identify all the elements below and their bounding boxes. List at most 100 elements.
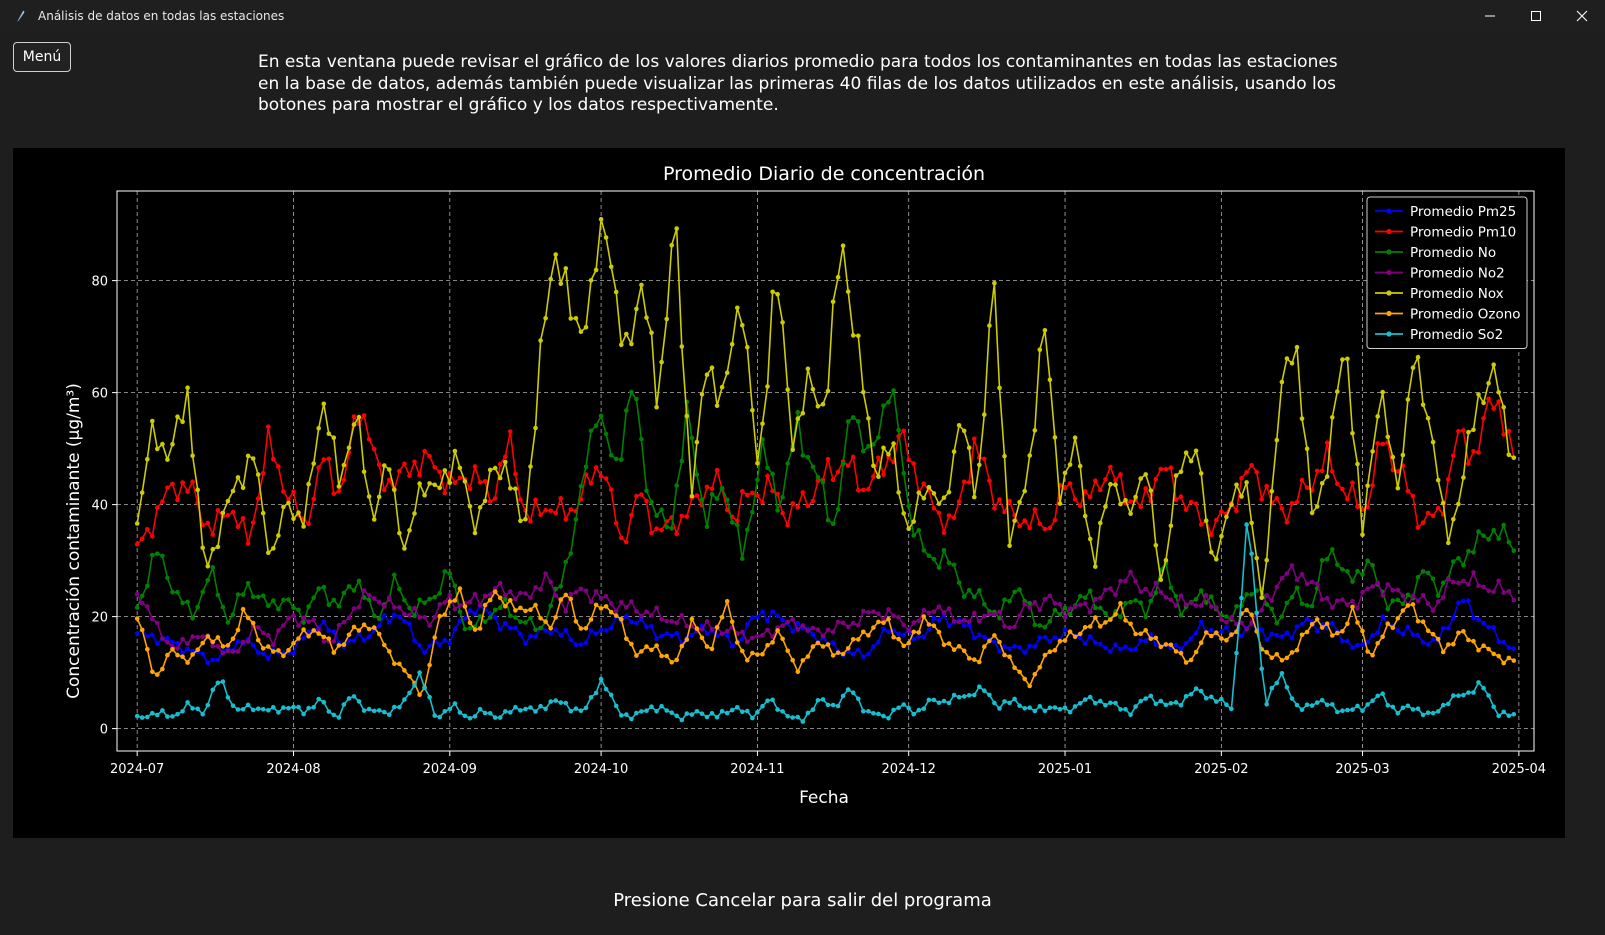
data-point — [603, 686, 609, 692]
data-point — [1082, 641, 1088, 646]
data-point — [921, 706, 927, 711]
legend-label: Promedio Pm25 — [1410, 204, 1516, 220]
data-point — [886, 455, 891, 460]
data-point — [790, 617, 795, 622]
data-point — [1193, 630, 1199, 636]
data-point — [150, 418, 155, 424]
data-point — [825, 642, 831, 647]
data-point — [392, 661, 397, 666]
data-point — [941, 642, 947, 648]
data-point — [205, 563, 211, 569]
data-point — [624, 613, 629, 619]
data-point — [1451, 693, 1456, 698]
data-point — [402, 611, 407, 617]
data-point — [558, 633, 564, 638]
data-point — [422, 492, 427, 498]
data-point — [1108, 700, 1113, 706]
data-point — [382, 604, 387, 609]
data-point — [240, 639, 246, 645]
data-point — [1511, 548, 1517, 553]
data-point — [1304, 581, 1310, 587]
data-point — [1042, 708, 1048, 714]
chart-panel: Promedio Diario de concentración Fecha C… — [13, 148, 1565, 838]
data-point — [1163, 702, 1169, 708]
minimize-button[interactable] — [1467, 0, 1513, 32]
data-point — [1163, 558, 1169, 563]
data-point — [220, 650, 226, 656]
data-point — [1173, 649, 1179, 654]
data-point — [619, 342, 624, 348]
data-point — [180, 419, 185, 425]
data-point — [482, 593, 488, 599]
data-point — [1133, 646, 1138, 652]
data-point — [1067, 629, 1073, 634]
data-point — [1294, 344, 1300, 350]
data-point — [1289, 635, 1295, 641]
data-point — [674, 631, 679, 636]
maximize-button[interactable] — [1513, 0, 1559, 32]
series-line — [136, 396, 1515, 545]
data-point — [266, 550, 271, 556]
data-point — [1340, 597, 1345, 602]
data-point — [306, 705, 311, 711]
series-line — [136, 586, 1515, 697]
data-point — [200, 651, 205, 657]
data-point — [997, 639, 1002, 645]
data-point — [180, 709, 185, 714]
data-point — [1203, 600, 1209, 605]
data-point — [1365, 483, 1370, 489]
data-point — [921, 548, 927, 553]
data-point — [619, 457, 624, 463]
data-point — [780, 511, 785, 516]
data-point — [583, 626, 589, 631]
data-point — [911, 519, 916, 524]
data-point — [351, 422, 357, 427]
data-point — [588, 695, 594, 700]
data-point — [689, 493, 695, 499]
data-point — [1219, 636, 1224, 641]
data-point — [845, 687, 851, 692]
data-point — [820, 697, 826, 702]
data-point — [230, 509, 236, 515]
data-point — [1375, 693, 1380, 699]
data-point — [1193, 501, 1199, 507]
data-point — [1067, 462, 1073, 467]
data-point — [1476, 529, 1481, 534]
data-point — [982, 613, 987, 619]
data-point — [694, 709, 700, 714]
data-point — [1496, 399, 1501, 404]
data-point — [1017, 613, 1022, 618]
data-point — [603, 476, 609, 481]
data-point — [1461, 692, 1466, 698]
data-point — [437, 469, 443, 475]
data-point — [1123, 618, 1128, 623]
data-point — [1299, 477, 1305, 483]
data-point — [613, 289, 619, 295]
data-point — [785, 714, 790, 719]
data-point — [1158, 644, 1164, 650]
menu-button[interactable]: Menú — [13, 42, 71, 72]
data-point — [1072, 604, 1078, 609]
data-point — [992, 639, 997, 644]
data-point — [1027, 600, 1032, 606]
data-point — [210, 657, 216, 663]
data-point — [472, 611, 478, 617]
legend-swatch-marker — [1386, 331, 1392, 337]
data-point — [1017, 703, 1022, 708]
close-button[interactable] — [1559, 0, 1605, 32]
data-point — [1148, 598, 1154, 604]
data-point — [800, 453, 806, 458]
data-point — [255, 625, 261, 630]
data-point — [956, 644, 962, 649]
data-point — [795, 714, 801, 720]
data-point — [987, 478, 992, 484]
data-point — [1264, 593, 1269, 598]
data-point — [1062, 627, 1068, 633]
data-point — [316, 426, 322, 431]
data-point — [1017, 587, 1022, 592]
data-point — [326, 431, 332, 437]
data-point — [1284, 571, 1290, 576]
data-point — [1370, 562, 1375, 568]
data-point — [1274, 495, 1280, 501]
data-point — [1415, 354, 1421, 360]
